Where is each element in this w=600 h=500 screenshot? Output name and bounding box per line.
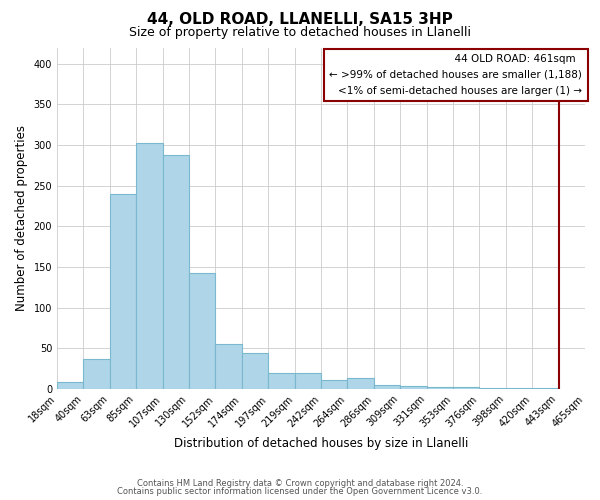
Bar xyxy=(163,155,189,389)
Y-axis label: Number of detached properties: Number of detached properties xyxy=(15,125,28,311)
Bar xyxy=(215,344,242,389)
Bar xyxy=(400,386,427,389)
Bar xyxy=(110,194,136,389)
Text: Size of property relative to detached houses in Llanelli: Size of property relative to detached ho… xyxy=(129,26,471,39)
Text: Contains HM Land Registry data © Crown copyright and database right 2024.: Contains HM Land Registry data © Crown c… xyxy=(137,478,463,488)
Bar xyxy=(479,388,506,389)
Bar xyxy=(295,372,321,389)
Bar xyxy=(321,380,347,389)
Bar xyxy=(136,142,163,389)
Bar xyxy=(532,388,559,389)
Text: Contains public sector information licensed under the Open Government Licence v3: Contains public sector information licen… xyxy=(118,487,482,496)
Bar xyxy=(268,372,295,389)
Bar xyxy=(83,359,110,389)
Bar xyxy=(189,274,215,389)
Bar xyxy=(427,388,453,389)
Bar xyxy=(453,388,479,389)
Bar xyxy=(506,388,532,389)
Text: 44, OLD ROAD, LLANELLI, SA15 3HP: 44, OLD ROAD, LLANELLI, SA15 3HP xyxy=(147,12,453,28)
Bar xyxy=(347,378,374,389)
Bar xyxy=(57,382,83,389)
Text: 44 OLD ROAD: 461sqm  
← >99% of detached houses are smaller (1,188)
<1% of semi-: 44 OLD ROAD: 461sqm ← >99% of detached h… xyxy=(329,54,583,96)
Bar xyxy=(374,385,400,389)
Bar xyxy=(242,353,268,389)
X-axis label: Distribution of detached houses by size in Llanelli: Distribution of detached houses by size … xyxy=(174,437,468,450)
